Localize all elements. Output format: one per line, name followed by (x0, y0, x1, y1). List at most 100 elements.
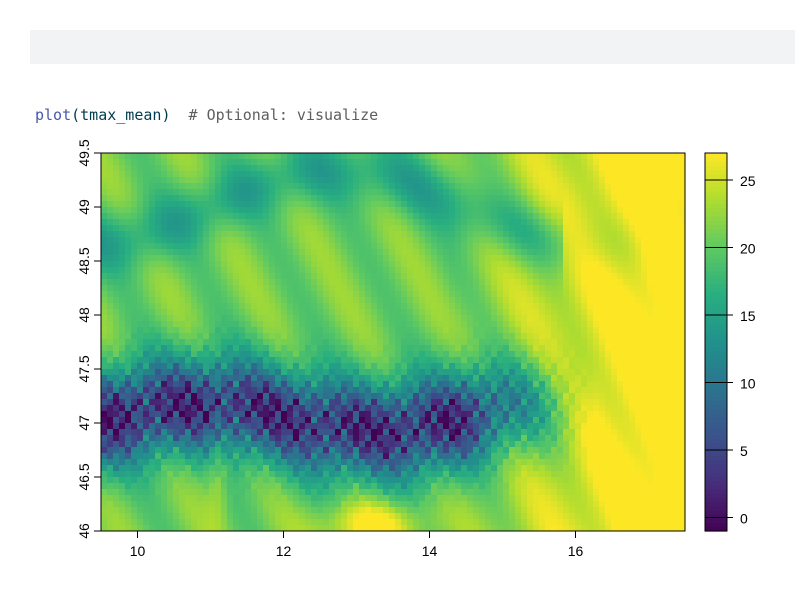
raster-cell (353, 357, 360, 364)
raster-cell (245, 399, 252, 406)
raster-cell (185, 159, 192, 166)
raster-cell (515, 477, 522, 484)
raster-cell (485, 423, 492, 430)
raster-cell (545, 441, 552, 448)
raster-cell (149, 315, 156, 322)
raster-cell (335, 153, 342, 160)
raster-cell (233, 519, 240, 526)
raster-cell (287, 507, 294, 514)
raster-cell (371, 453, 378, 460)
raster-cell (413, 423, 420, 430)
raster-cell (185, 207, 192, 214)
raster-cell (527, 447, 534, 454)
raster-cell (539, 357, 546, 364)
raster-cell (305, 405, 312, 412)
raster-cell (221, 177, 228, 184)
raster-cell (527, 453, 534, 460)
raster-cell (275, 381, 282, 388)
raster-cell (113, 153, 120, 160)
raster-cell (479, 321, 486, 328)
raster-cell (323, 333, 330, 340)
raster-cell (407, 363, 414, 370)
raster-cell (119, 267, 126, 274)
raster-cell (407, 279, 414, 286)
raster-cell (305, 165, 312, 172)
raster-cell (347, 177, 354, 184)
raster-cell (227, 381, 234, 388)
raster-cell (419, 153, 426, 160)
raster-cell (143, 309, 150, 316)
raster-cell (143, 177, 150, 184)
raster-cell (281, 315, 288, 322)
raster-cell (341, 447, 348, 454)
raster-cell (341, 279, 348, 286)
raster-cell (359, 285, 366, 292)
raster-cell (569, 207, 576, 214)
raster-cell (191, 171, 198, 178)
raster-cell (191, 231, 198, 238)
raster-cell (557, 219, 564, 226)
raster-cell (437, 525, 444, 531)
raster-cell (281, 261, 288, 268)
raster-cell (371, 177, 378, 184)
raster-cell (365, 183, 372, 190)
raster-cell (353, 285, 360, 292)
raster-cell (515, 213, 522, 220)
raster-cell (329, 513, 336, 520)
raster-cell (389, 507, 396, 514)
raster-cell (401, 285, 408, 292)
raster-cell (527, 201, 534, 208)
raster-cell (113, 525, 120, 531)
raster-cell (563, 375, 570, 382)
raster-cell (299, 285, 306, 292)
raster-cell (563, 213, 570, 220)
raster-cell (119, 411, 126, 418)
raster-cell (317, 279, 324, 286)
raster-cell (197, 477, 204, 484)
raster-cell (431, 501, 438, 508)
raster-cell (275, 429, 282, 436)
raster-cell (497, 219, 504, 226)
raster-cell (473, 333, 480, 340)
raster-cell (299, 363, 306, 370)
raster-cell (449, 273, 456, 280)
raster-cell (521, 285, 528, 292)
raster-cell (359, 501, 366, 508)
raster-cell (473, 237, 480, 244)
raster-cell (473, 207, 480, 214)
raster-cell (479, 159, 486, 166)
raster-cell (569, 339, 576, 346)
raster-cell (179, 525, 186, 531)
raster-cell (443, 219, 450, 226)
raster-cell (413, 201, 420, 208)
raster-cell (383, 213, 390, 220)
raster-cell (317, 459, 324, 466)
raster-cell (179, 279, 186, 286)
raster-cell (269, 279, 276, 286)
raster-cell (413, 411, 420, 418)
raster-cell (197, 357, 204, 364)
raster-cell (527, 483, 534, 490)
raster-cell (515, 513, 522, 520)
raster-cell (281, 405, 288, 412)
raster-cell (125, 477, 132, 484)
raster-cell (389, 213, 396, 220)
raster-cell (551, 483, 558, 490)
raster-cell (149, 483, 156, 490)
raster-cell (287, 459, 294, 466)
raster-cell (131, 273, 138, 280)
raster-cell (449, 189, 456, 196)
raster-cell (389, 339, 396, 346)
raster-cell (215, 501, 222, 508)
raster-cell (479, 285, 486, 292)
raster-cell (491, 183, 498, 190)
raster-cell (443, 429, 450, 436)
raster-cell (185, 369, 192, 376)
raster-cell (125, 387, 132, 394)
raster-cell (407, 501, 414, 508)
raster-cell (197, 429, 204, 436)
code-open-paren: ( (71, 106, 81, 124)
raster-cell (545, 285, 552, 292)
raster-cell (323, 429, 330, 436)
raster-cell (287, 261, 294, 268)
